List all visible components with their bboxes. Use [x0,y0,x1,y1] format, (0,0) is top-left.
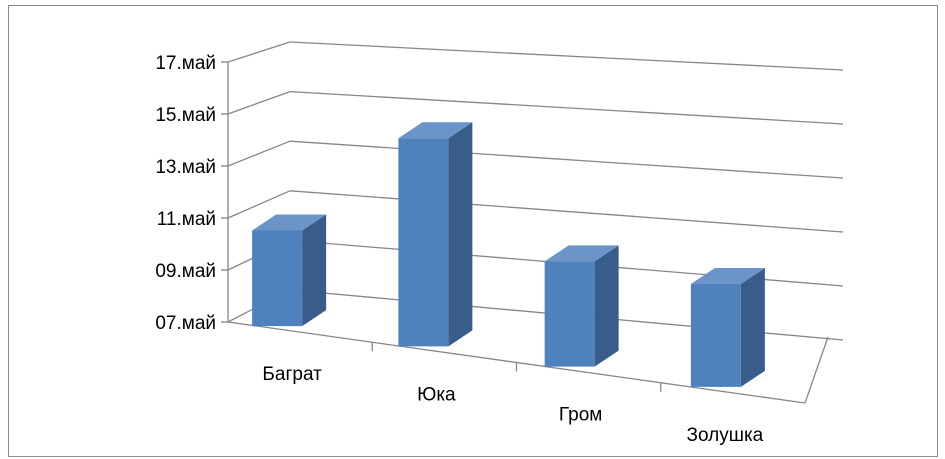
side-gridline [227,140,291,167]
floor-edge [804,336,829,404]
bar [398,122,473,347]
chart-frame [8,5,938,457]
y-tick-label: 15.май [155,105,216,126]
gridline [289,41,844,71]
gridline [289,90,844,125]
y-tick-label: 17.май [155,53,216,74]
side-gridline [227,41,291,63]
bar-top [544,245,619,262]
bar-front [690,284,741,387]
x-axis-labels: Баграт Юка Гром Золушка [262,364,763,446]
y-tick-label: 07.май [155,313,216,334]
side-gridline [227,90,291,115]
y-tick-label: 11.май [157,209,216,230]
y-tick-label: 09.май [155,261,216,282]
side-gridline [227,190,291,219]
bars [252,122,765,387]
axes [221,61,829,404]
category-label: Баграт [262,364,322,385]
bar [252,214,327,327]
bar-top [252,214,327,231]
bar-side [594,245,619,367]
category-label: Гром [559,405,602,426]
gridline [289,140,844,179]
bar-side [448,122,473,347]
bar-front [398,138,449,347]
y-axis-ticks: 07.май 09.май 11.май 13.май 15.май 17.май [155,53,216,334]
y-tick-label: 13.май [155,157,216,178]
bar-top [398,122,473,139]
bar-side [740,268,765,387]
bar-side [302,214,327,327]
category-label: Золушка [686,425,763,446]
bar [690,268,765,387]
bar-front [252,230,303,327]
bar-front [544,261,595,367]
category-label: Юка [417,384,456,405]
gridline [289,190,844,233]
bar-top [690,268,765,285]
bar [544,245,619,367]
